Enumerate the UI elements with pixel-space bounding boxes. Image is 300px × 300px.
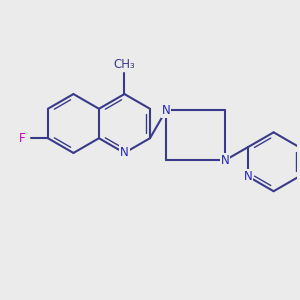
Text: N: N	[221, 154, 230, 167]
Text: CH₃: CH₃	[114, 58, 135, 71]
Text: N: N	[162, 104, 170, 117]
Text: N: N	[244, 170, 253, 183]
Text: N: N	[120, 146, 129, 159]
Text: F: F	[19, 132, 25, 145]
